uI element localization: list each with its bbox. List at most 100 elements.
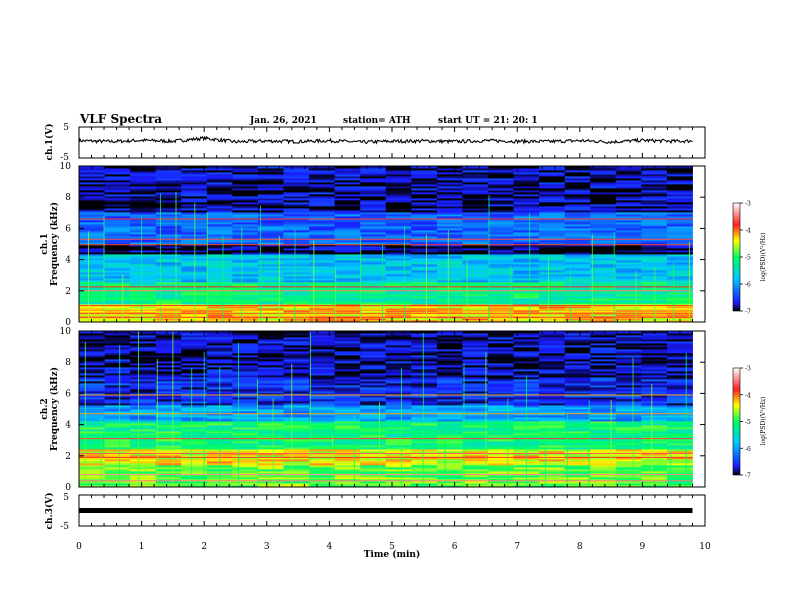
spectrogram-cell [436,254,463,257]
spectrogram-cell [462,186,489,189]
spectrogram-cell [257,166,284,169]
spectrogram-cell [104,292,131,295]
spectrogram-cell [104,337,131,340]
spectrogram-cell [539,371,566,374]
spectrogram-cell [385,461,412,464]
spectrogram-cell [130,433,157,436]
spectrogram-cell [181,172,208,175]
spectrogram-cell [360,403,387,406]
spectrogram-cell [385,399,412,402]
spectrogram-cell [104,429,131,432]
spectrogram-cell [590,196,617,199]
spectrogram-cell [615,250,642,253]
spectrogram-cell [206,224,233,227]
spectrogram-cell [641,318,668,321]
spectrogram-cell [436,184,463,187]
spectrogram-cell [232,455,259,458]
spectrogram-cell [155,477,182,480]
spectrogram-cell [666,282,693,285]
spectrogram-cell [539,345,566,348]
spectrogram-cell [283,302,310,305]
spectrogram-cell [79,194,105,197]
spectrogram-cell [564,365,591,368]
spectrogram-cell [436,393,463,396]
spectrogram-cell [309,381,336,384]
spectrogram-cell [104,192,131,195]
spectrogram-cell [436,387,463,390]
spectrogram-cell [155,246,182,249]
spectrogram-cell [590,349,617,352]
spectrogram-cell [79,391,105,394]
spectrogram-cell [436,178,463,181]
spectrogram-cell [360,361,387,364]
spectrogram-cell [283,457,310,460]
spectrogram-cell [104,479,131,482]
spectrogram-cell [130,385,157,388]
spectrogram-cell [615,405,642,408]
spectrogram-cell [411,443,438,446]
spectrogram-cell [385,206,412,209]
spectrogram-cell [462,192,489,195]
spectrogram-cell [155,335,182,338]
spectrogram-cell [590,433,617,436]
spectrogram-cell [257,194,284,197]
spectrogram-cell [641,441,668,444]
spectrogram-cell [641,387,668,390]
spectrogram-cell [232,371,259,374]
spectrogram-cell [155,192,182,195]
spectrogram-cell [590,407,617,410]
spectrogram-cell [385,481,412,484]
spectrogram-cell [130,387,157,390]
spectrogram-cell [104,447,131,450]
spectrogram-cell [130,170,157,173]
spectrogram-cell [385,182,412,185]
spectrogram-cell [104,433,131,436]
spectrogram-cell [385,292,412,295]
spectrogram-cell [385,383,412,386]
spectrogram-cell [360,343,387,346]
spectrogram-cell [564,180,591,183]
spectrogram-cell [615,248,642,251]
spectrogram-cell [462,172,489,175]
spectrogram-cell [309,485,336,488]
spectrogram-cell [615,234,642,237]
spectrogram-cell [334,176,361,179]
spectrogram-cell [641,341,668,344]
spectrogram-cell [257,294,284,297]
spectrogram-cell [513,262,540,265]
spectrogram-cell [130,363,157,366]
spectrogram-cell [79,459,105,462]
spectrogram-cell [130,353,157,356]
spectrogram-cell [641,262,668,265]
spectrogram-cell [257,314,284,317]
spectrogram-cell [462,224,489,227]
spectrogram-cell [104,258,131,261]
spectrogram-cell [488,415,514,418]
spectrogram-cell [257,377,284,380]
spectrogram-cell [411,435,438,438]
spectrogram-cell [411,240,438,243]
spectrogram-cell [539,443,566,446]
spectrogram-cell [309,318,336,321]
spectrogram-cell [232,168,259,171]
spectrogram-cell [641,409,668,412]
spectrogram-cell [539,399,566,402]
spectrogram-cell [155,379,182,382]
spectrogram-cell [181,270,208,273]
spectrogram-cell [615,467,642,470]
spectrogram-cell [334,308,361,311]
spectrogram-cell [104,280,131,283]
spectrogram-cell [488,288,514,291]
spectrogram-cell [666,194,693,197]
spectrogram-cell [130,298,157,301]
spectrogram-cell [436,166,463,169]
spectrogram-cell [181,341,208,344]
spectrogram-cell [666,182,693,185]
spectrogram-cell [564,397,591,400]
spectrogram-cell [309,288,336,291]
spectrogram-cell [385,284,412,287]
spectrogram-cell [206,176,233,179]
spectrogram-cell [79,445,105,448]
spectrogram-cell [564,208,591,211]
spectrogram-cell [181,200,208,203]
